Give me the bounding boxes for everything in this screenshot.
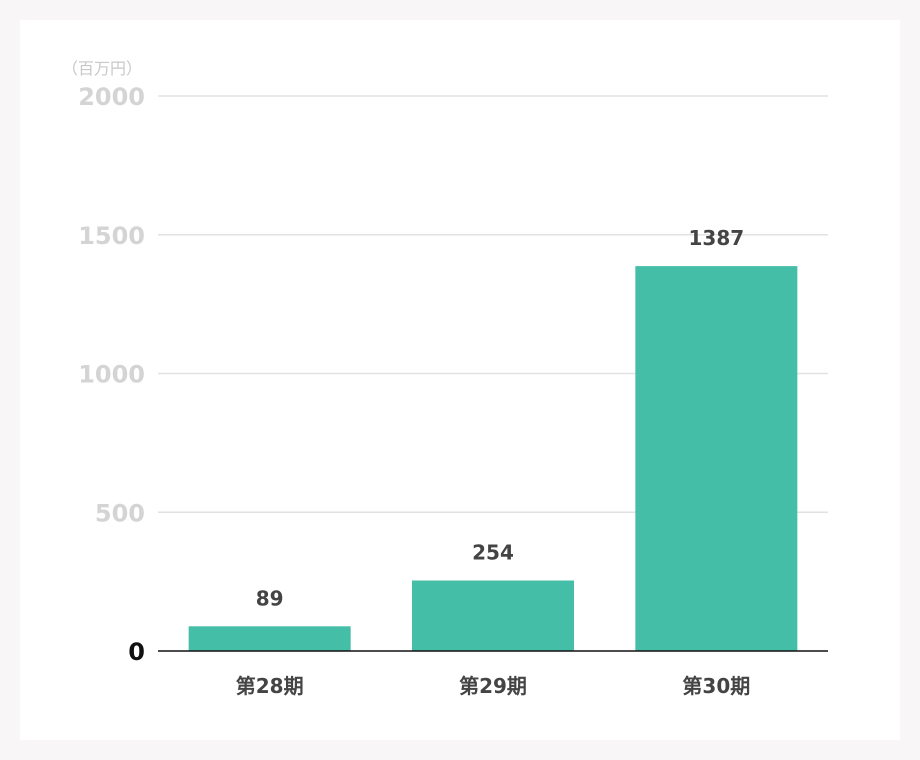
y-unit-label: （百万円） (62, 59, 142, 78)
bar (188, 626, 351, 651)
data-labels: 89 254 1387 (256, 226, 744, 610)
data-label: 89 (256, 586, 284, 610)
data-label: 254 (472, 541, 514, 565)
x-tick-label: 第29期 (459, 674, 527, 698)
bar (412, 580, 574, 651)
y-tick-label: 0 (128, 638, 145, 666)
bar (635, 266, 798, 651)
bars (188, 266, 798, 651)
x-tick-label: 第28期 (236, 674, 304, 698)
x-tick-label: 第30期 (682, 674, 750, 698)
y-tick-label: 1500 (78, 222, 145, 250)
y-axis-ticks: 0 500 1000 1500 2000 (78, 83, 145, 666)
y-tick-label: 2000 (78, 83, 145, 111)
y-tick-label: 500 (95, 499, 145, 527)
y-tick-label: 1000 (78, 361, 145, 389)
data-label: 1387 (688, 226, 744, 250)
x-axis-labels: 第28期 第29期 第30期 (236, 674, 751, 698)
